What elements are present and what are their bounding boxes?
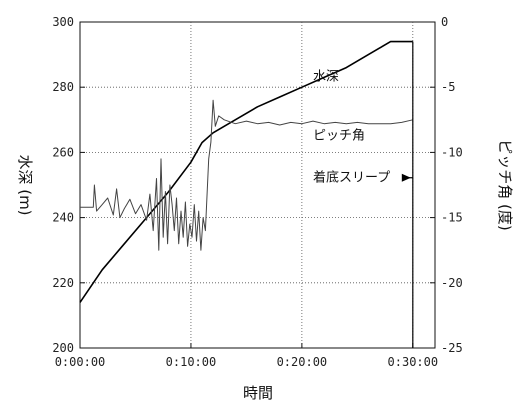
water-depth-line: [79, 40, 413, 303]
annotation-label: ピッチ角: [313, 128, 365, 143]
y-left-tick-label: 300: [52, 15, 74, 29]
x-tick-label: 0:30:00: [388, 355, 439, 369]
x-tick-label: 0:10:00: [166, 355, 217, 369]
annotation-label: 水深: [313, 70, 339, 85]
y-left-tick-label: 240: [52, 211, 74, 225]
x-tick-label: 0:00:00: [55, 355, 106, 369]
y-right-tick-label: -10: [441, 145, 463, 159]
y-left-tick-label: 260: [52, 145, 74, 159]
y-right-tick-label: -15: [441, 211, 463, 225]
pitch-angle-line: [80, 99, 413, 251]
y-right-tick-label: 0: [441, 15, 448, 29]
y-left-tick-label: 280: [52, 80, 74, 94]
y-right-axis-title: ピッチ角 (度): [496, 139, 514, 230]
plot-frame: [79, 21, 436, 349]
annotation-arrow-head: [401, 173, 411, 182]
y-right-tick-label: -25: [441, 341, 463, 355]
y-left-tick-label: 220: [52, 276, 74, 290]
y-left-axis-title: 水深 (m): [16, 154, 34, 215]
y-left-tick-label: 200: [52, 341, 74, 355]
x-axis-title: 時間: [243, 384, 273, 402]
tick-labels: 200 220 240 260 280 300 0 -5 -10 -15 -20 -25 0:00:00…: [52, 15, 462, 369]
y-right-tick-label: -5: [441, 80, 455, 94]
annotation-label: 着底スリープ: [313, 170, 390, 186]
y-right-tick-label: -20: [441, 276, 463, 290]
series-lines: [79, 40, 414, 348]
x-tick-label: 0:20:00: [277, 355, 328, 369]
